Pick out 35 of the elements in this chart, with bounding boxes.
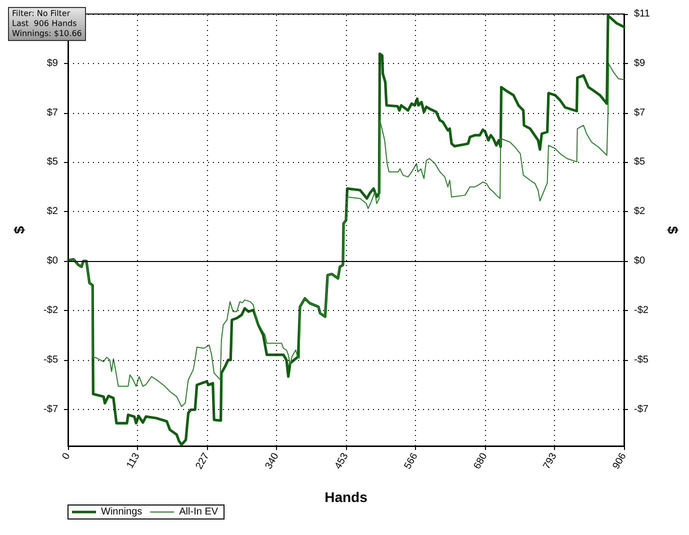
x-axis-title: Hands xyxy=(324,489,368,505)
y2-tick-label: $9 xyxy=(634,58,646,69)
y-tick-label: $9 xyxy=(46,58,58,69)
x-tick-label: 227 xyxy=(194,450,212,472)
x-tick-label: 0 xyxy=(60,450,73,462)
x-tick-label: 113 xyxy=(124,450,142,471)
info-panel: Filter: No Filter Last 906 Hands Winnings: $10.66 xyxy=(8,7,86,41)
y-tick-label: $0 xyxy=(46,256,58,267)
x-tick-label: 680 xyxy=(472,450,490,472)
y-tick-label: $7 xyxy=(46,107,58,118)
legend-label: Winnings xyxy=(101,506,142,518)
y2-tick-label: -$2 xyxy=(634,304,649,316)
annotation: Filter: No Filter xyxy=(12,9,72,19)
annotation: Last 906 Hands xyxy=(12,19,78,29)
x-tick-label: 906 xyxy=(610,450,629,472)
y-tick-label: -$2 xyxy=(44,304,58,316)
y2-tick-label: $2 xyxy=(634,206,646,218)
y-tick-label: -$5 xyxy=(44,354,58,366)
y2-axis-title: $ xyxy=(665,226,681,234)
y-axis-title: $ xyxy=(11,226,27,234)
x-tick-label: 566 xyxy=(402,450,420,472)
y-tick-label: $2 xyxy=(46,206,58,218)
y2-tick-label: -$7 xyxy=(634,404,649,415)
y2-tick-label: $11 xyxy=(634,8,650,20)
x-tick-label: 793 xyxy=(541,450,560,472)
x-tick-label: 453 xyxy=(332,450,351,472)
y2-tick-label: $0 xyxy=(634,256,646,267)
y-tick-label: -$7 xyxy=(44,404,58,415)
y2-tick-label: $7 xyxy=(634,107,646,118)
annotation: Winnings: $10.66 xyxy=(12,29,82,39)
x-tick-label: 340 xyxy=(263,450,282,472)
y2-tick-label: -$5 xyxy=(634,354,649,366)
legend-label: All-In EV xyxy=(179,506,218,518)
y2-tick-label: $5 xyxy=(634,156,646,168)
y-tick-label: $5 xyxy=(46,156,58,168)
